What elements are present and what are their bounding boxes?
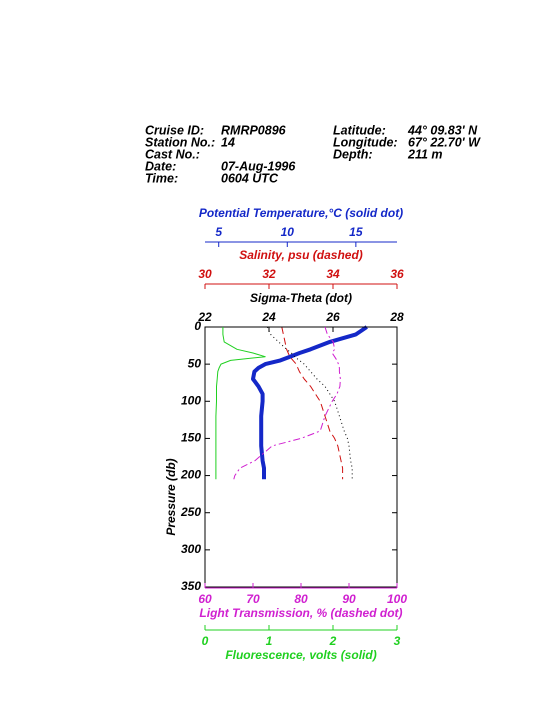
x-tick-label: 2: [329, 634, 337, 648]
header-value: 67° 22.70' W: [408, 135, 481, 149]
y-axis-title: Pressure (db): [164, 458, 178, 535]
x-tick-label: 80: [294, 592, 308, 606]
profile-line: [251, 325, 368, 480]
x-tick-label: 70: [246, 592, 260, 606]
profile-line: [281, 326, 344, 480]
header-label: Cast No.:: [145, 147, 200, 161]
header-value: 14: [221, 135, 235, 149]
y-tick-label: 300: [181, 542, 201, 556]
x-tick-label: 36: [390, 267, 404, 281]
x-tick-label: 10: [281, 225, 295, 239]
header-label: Cruise ID:: [145, 123, 204, 137]
x-axis-title: Potential Temperature,°C (solid dot): [199, 206, 403, 220]
x-tick-label: 28: [389, 310, 404, 324]
x-axis-title: Salinity, psu (dashed): [239, 248, 363, 262]
y-tick-label: 0: [194, 319, 201, 333]
x-tick-label: 3: [394, 634, 401, 648]
y-tick-label: 50: [188, 356, 202, 370]
header-label: Depth:: [333, 147, 373, 161]
x-axis-title: Light Transmission, % (dashed dot): [199, 606, 402, 620]
header-label: Longitude:: [333, 135, 398, 149]
x-tick-label: 15: [349, 225, 363, 239]
profile-line: [215, 327, 266, 480]
x-tick-label: 1: [266, 634, 273, 648]
header-value: 44° 09.83' N: [407, 123, 478, 137]
x-tick-label: 60: [198, 592, 212, 606]
x-tick-label: 22: [197, 310, 212, 324]
y-tick-label: 350: [181, 579, 201, 593]
x-tick-label: 90: [342, 592, 356, 606]
x-tick-label: 34: [326, 267, 340, 281]
x-tick-label: 100: [387, 592, 407, 606]
x-tick-label: 24: [261, 310, 276, 324]
header-label: Station No.:: [145, 135, 215, 149]
y-tick-label: 200: [180, 468, 201, 482]
y-tick-label: 100: [181, 393, 201, 407]
x-tick-label: 26: [325, 310, 340, 324]
x-tick-label: 0: [202, 634, 209, 648]
x-tick-label: 5: [215, 225, 222, 239]
header-value: 07-Aug-1996: [221, 159, 296, 173]
header-label: Date:: [145, 159, 176, 173]
x-axis-title: Sigma-Theta (dot): [250, 291, 352, 305]
header-value: RMRP0896: [221, 123, 287, 137]
x-tick-label: 30: [198, 267, 212, 281]
header-label: Time:: [145, 171, 178, 185]
header-label: Latitude:: [333, 123, 386, 137]
x-axis-title: Fluorescence, volts (solid): [225, 648, 376, 662]
x-tick-label: 32: [262, 267, 276, 281]
profile-line: [233, 326, 341, 480]
y-tick-label: 150: [181, 431, 201, 445]
plot-frame: [204, 326, 398, 588]
header-value: 0604 UTC: [221, 171, 279, 185]
y-tick-label: 250: [180, 505, 201, 519]
header-value: 211 m: [407, 147, 443, 161]
profile-line: [266, 326, 353, 480]
